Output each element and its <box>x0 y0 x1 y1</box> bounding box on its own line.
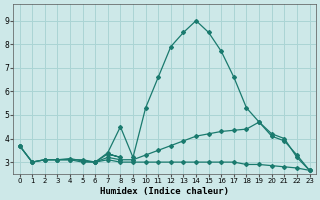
X-axis label: Humidex (Indice chaleur): Humidex (Indice chaleur) <box>100 187 229 196</box>
